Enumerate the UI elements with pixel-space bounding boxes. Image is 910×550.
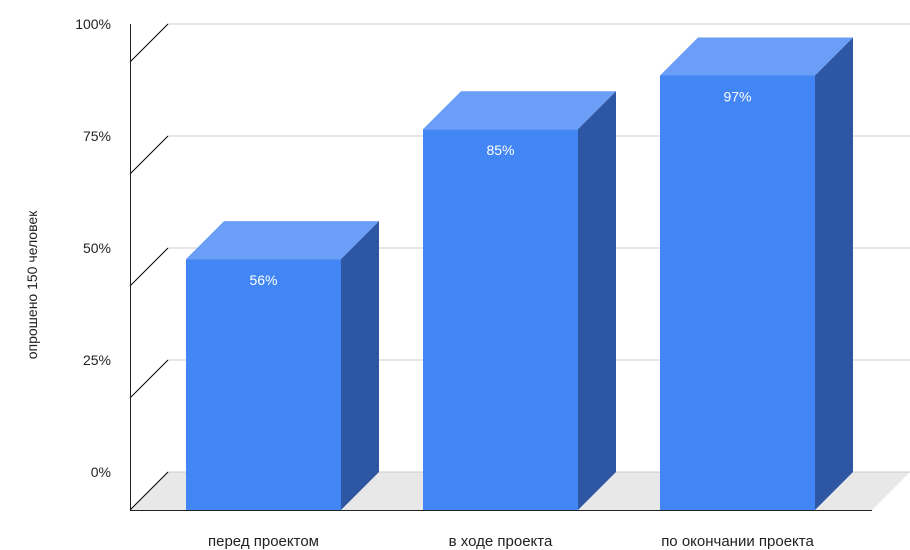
bar-top-face <box>186 221 379 260</box>
x-category-label: по окончании проекта <box>661 533 814 550</box>
bar-side-face <box>578 91 616 510</box>
bar-top-face <box>660 37 853 76</box>
tick-connector <box>129 135 169 175</box>
y-axis-title: опрошено 150 человек <box>24 210 40 359</box>
y-tick-label: 100% <box>75 16 111 32</box>
tick-connector <box>129 471 169 511</box>
x-category-label: перед проектом <box>208 533 319 550</box>
bar-top-face <box>423 91 616 130</box>
y-tick-label: 0% <box>91 464 111 480</box>
x-category-label: в ходе проекта <box>449 533 553 550</box>
bar-front-face <box>660 75 815 510</box>
bar <box>660 37 853 510</box>
bar-data-label: 97% <box>723 88 751 104</box>
y-tick-label: 75% <box>83 128 111 144</box>
bars <box>186 37 853 510</box>
tick-connector <box>129 23 169 63</box>
bar-front-face <box>186 259 341 510</box>
bar-data-label: 56% <box>249 272 277 288</box>
tick-connector <box>129 247 169 287</box>
bar-data-label: 85% <box>486 142 514 158</box>
labels: 0% 25% 50% 75% 100% 56% перед проектом 85% в ход… <box>75 16 814 550</box>
y-tick-label: 50% <box>83 240 111 256</box>
bar <box>423 91 616 510</box>
bar-side-face <box>341 221 379 510</box>
y-tick-label: 25% <box>83 352 111 368</box>
bar <box>186 221 379 510</box>
bar-side-face <box>815 37 853 510</box>
axes <box>130 24 872 511</box>
tick-connector <box>129 359 169 399</box>
bar-front-face <box>423 129 578 510</box>
